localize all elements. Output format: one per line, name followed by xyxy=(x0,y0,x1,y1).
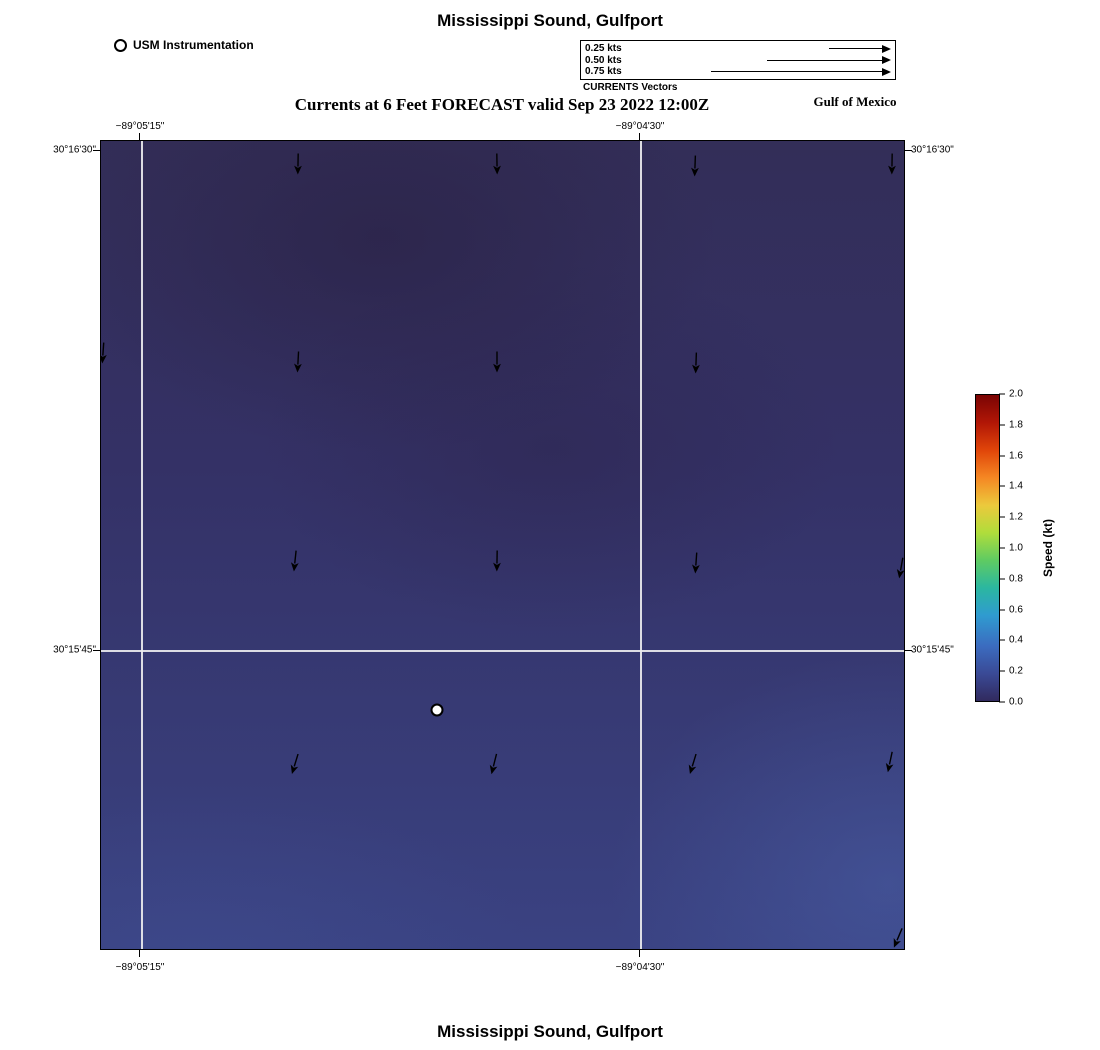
station-marker-icon xyxy=(430,703,444,717)
station-circle-icon xyxy=(114,38,127,52)
current-vector-arrow-icon xyxy=(101,342,110,364)
colorbar-label: Speed (kt) xyxy=(1041,518,1055,578)
current-vector-arrow-icon xyxy=(292,153,303,175)
current-vector-arrow-icon xyxy=(684,752,701,775)
vector-scale-label-075: 0.75 kts xyxy=(585,66,622,77)
colorbar-tick: 1.4 xyxy=(999,481,1023,492)
colorbar-tick: 1.2 xyxy=(999,512,1023,523)
colorbar-tick: 0.4 xyxy=(999,635,1023,646)
colorbar-tick: 1.8 xyxy=(999,419,1023,430)
current-vector-arrow-icon xyxy=(689,155,701,177)
x-tick-mark xyxy=(639,950,640,957)
current-vector-arrow-icon xyxy=(491,351,502,373)
current-vector-arrow-icon xyxy=(894,556,904,579)
colorbar-ticks: 2.0 1.8 1.6 1.4 1.2 1.0 0.8 0.6 0.4 0.2 0.0 xyxy=(999,389,1045,708)
y-tick-mark xyxy=(93,150,100,151)
x-tick-mark xyxy=(639,133,640,140)
instrument-legend-label: USM Instrumentation xyxy=(133,38,254,52)
vector-scale-arrow-025-icon xyxy=(829,44,891,53)
vector-legend-caption: CURRENTS Vectors xyxy=(583,82,678,93)
gridline-horizontal xyxy=(101,649,904,652)
current-vector-arrow-icon xyxy=(491,550,502,572)
x-tick-label-bottom-1: −89°05'15" xyxy=(115,962,165,973)
figure-subtitle: Currents at 6 Feet FORECAST valid Sep 23… xyxy=(294,95,710,114)
vector-scale-arrow-075-icon xyxy=(711,67,891,76)
vector-scale-legend: 0.25 kts 0.50 kts 0.75 kts xyxy=(580,40,896,80)
vector-scale-row: 0.25 kts xyxy=(585,43,891,54)
colorbar-tick: 0.8 xyxy=(999,573,1023,584)
y-tick-label-left-2: 30°15'45" xyxy=(53,644,96,656)
colorbar-gradient xyxy=(976,395,999,701)
instrument-legend: USM Instrumentation xyxy=(114,38,254,52)
current-vector-arrow-icon xyxy=(690,352,702,374)
y-tick-mark xyxy=(905,650,912,651)
current-vector-arrow-icon xyxy=(888,927,904,949)
current-vector-arrow-icon xyxy=(289,550,302,572)
current-vector-arrow-icon xyxy=(690,552,702,574)
colorbar xyxy=(975,394,1000,702)
current-vector-arrow-icon xyxy=(287,752,304,775)
y-tick-label-right-1: 30°16'30" xyxy=(911,144,954,156)
vector-scale-label-050: 0.50 kts xyxy=(585,54,622,66)
colorbar-tick: 2.0 xyxy=(999,389,1023,400)
vector-scale-arrow-050-icon xyxy=(767,56,891,65)
colorbar-tick: 1.0 xyxy=(999,543,1023,554)
colorbar-tick: 0.0 xyxy=(999,697,1023,708)
figure-title-top: Mississippi Sound, Gulfport xyxy=(437,11,663,30)
region-label: Gulf of Mexico xyxy=(813,94,897,109)
colorbar-tick: 0.6 xyxy=(999,604,1023,615)
gridline-vertical-right xyxy=(639,141,642,949)
figure-title-bottom: Mississippi Sound, Gulfport xyxy=(437,1022,663,1041)
gridline-vertical-left xyxy=(140,141,143,949)
y-tick-mark xyxy=(93,650,100,651)
current-vector-arrow-icon xyxy=(487,752,503,775)
x-tick-label-top-2: −89°04'30" xyxy=(615,121,665,132)
y-tick-label-left-1: 30°16'30" xyxy=(53,144,96,156)
colorbar-tick: 1.6 xyxy=(999,450,1023,461)
y-tick-label-right-2: 30°15'45" xyxy=(911,644,954,656)
vector-scale-row: 0.50 kts xyxy=(585,55,891,66)
vector-scale-label-025: 0.25 kts xyxy=(585,43,622,54)
x-tick-mark xyxy=(139,950,140,957)
vector-scale-row: 0.75 kts xyxy=(585,66,891,77)
current-vector-arrow-icon xyxy=(491,153,502,175)
y-tick-mark xyxy=(905,150,912,151)
x-tick-label-bottom-2: −89°04'30" xyxy=(615,962,665,973)
colorbar-tick: 0.2 xyxy=(999,666,1023,677)
x-tick-mark xyxy=(139,133,140,140)
x-tick-label-top-1: −89°05'15" xyxy=(115,121,165,132)
map-plot-area xyxy=(100,140,905,950)
current-vector-arrow-icon xyxy=(882,751,897,774)
current-vector-arrow-icon xyxy=(292,351,304,374)
current-vector-arrow-icon xyxy=(886,153,897,175)
